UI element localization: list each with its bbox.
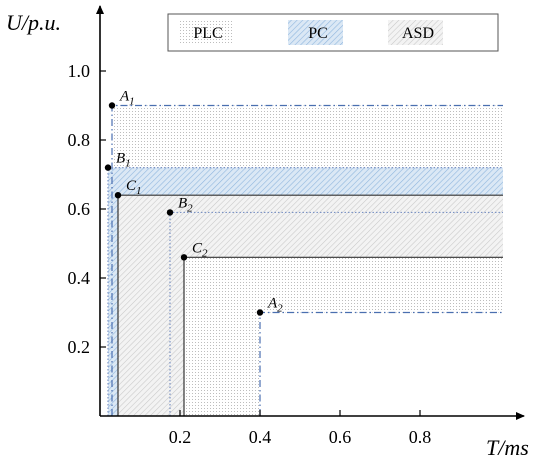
- y-tick-label: 0.8: [68, 130, 91, 150]
- point-label-b1: B1: [116, 151, 131, 170]
- regions: [108, 105, 503, 416]
- y-tick-label: 0.2: [68, 337, 91, 357]
- tick-labels: 0.2 0.4 0.6 0.8 0.2 0.4 0.6 0.8 1.0: [68, 61, 432, 447]
- axes: [96, 5, 525, 420]
- point-label-a2: A2: [267, 296, 283, 315]
- point-c2: [180, 254, 188, 261]
- legend-swatch-plc: [178, 20, 233, 45]
- point-b1: [104, 164, 112, 171]
- legend: PLC PC ASD: [167, 13, 499, 52]
- x-tick-label: 0.6: [329, 427, 352, 447]
- y-axis-title: U/p.u.: [6, 10, 61, 35]
- guide-a2: [259, 311, 503, 416]
- point-label-b2: B2: [178, 195, 193, 214]
- y-tick-label: 0.4: [68, 268, 91, 288]
- legend-label-pc: PC: [308, 25, 328, 42]
- point-label-a1: A1: [119, 89, 135, 108]
- y-tick-label: 1.0: [68, 61, 91, 81]
- x-tick-label: 0.4: [249, 427, 272, 447]
- x-tick-label: 0.2: [169, 427, 192, 447]
- x-axis-title: T/ms: [486, 435, 529, 460]
- point-label-c2: C2: [192, 240, 208, 259]
- data-points: A1 B1 C1 B2 C2 A2: [104, 89, 283, 316]
- y-tick-label: 0.6: [68, 199, 91, 219]
- region-asd: [118, 195, 503, 416]
- guide-b1: [107, 167, 503, 416]
- point-a2: [256, 309, 264, 316]
- point-b2: [166, 209, 174, 216]
- point-label-c1: C1: [126, 178, 142, 197]
- legend-swatch-pc: [288, 20, 343, 45]
- legend-label-asd: ASD: [402, 25, 434, 42]
- point-c1: [114, 192, 122, 199]
- point-a1: [108, 102, 116, 109]
- legend-label-plc: PLC: [193, 25, 222, 42]
- legend-swatch-asd: [388, 20, 443, 45]
- x-tick-label: 0.8: [409, 427, 432, 447]
